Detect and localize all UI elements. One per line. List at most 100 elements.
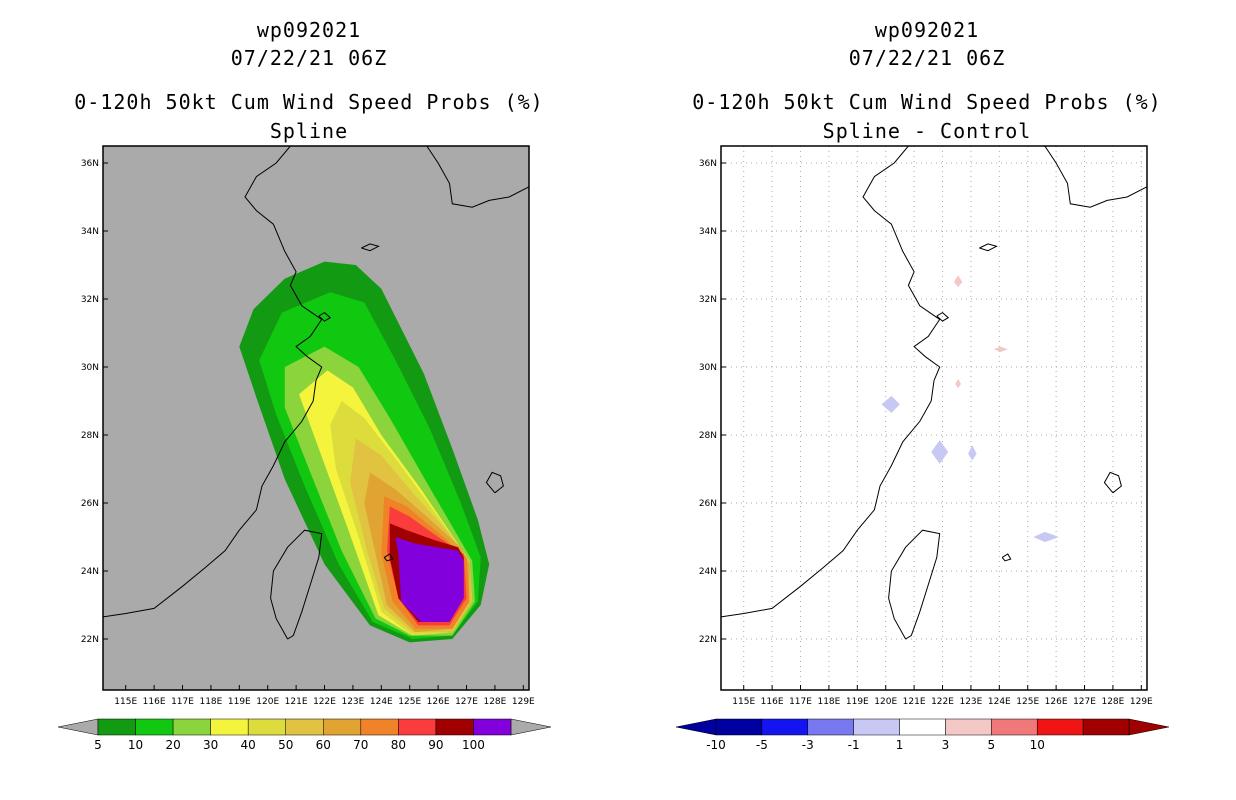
coastline — [318, 311, 332, 322]
colorbar-label: -5 — [756, 738, 768, 752]
datetime-title: 07/22/21 06Z — [230, 46, 388, 70]
colorbar-label: 5 — [94, 738, 102, 752]
colorbar-label: 90 — [428, 738, 443, 752]
x-tick-label: 128E — [483, 697, 506, 707]
colorbar-label: 10 — [128, 738, 143, 752]
x-tick-label: 115E — [732, 697, 755, 707]
colorbar-swatch — [247, 718, 286, 736]
y-tick-label: 32N — [81, 295, 99, 305]
x-tick-label: 115E — [114, 697, 137, 707]
y-tick-label: 26N — [699, 499, 717, 509]
coastline — [936, 311, 950, 322]
x-tick-label: 123E — [959, 697, 982, 707]
x-tick-label: 127E — [1073, 697, 1096, 707]
coastline — [979, 243, 998, 252]
colorbar-label: 20 — [165, 738, 180, 752]
coastline — [361, 243, 380, 252]
plot-background — [721, 146, 1147, 690]
contour-neg1-area — [1033, 531, 1059, 543]
colorbar-label: 30 — [203, 738, 218, 752]
x-tick-label: 122E — [931, 697, 954, 707]
colorbar-high-arrow — [510, 718, 552, 736]
colorbar-swatch — [1036, 718, 1084, 736]
x-tick-label: 124E — [370, 697, 393, 707]
colorbar-label: 1 — [896, 738, 904, 752]
contour-100-area — [395, 537, 464, 622]
x-tick-label: 121E — [903, 697, 926, 707]
contour-1-area — [993, 346, 1008, 352]
colorbar-swatch — [945, 718, 992, 736]
subtitle: Spline — [269, 119, 349, 143]
colorbar-swatch — [899, 718, 946, 736]
y-tick-label: 34N — [81, 227, 99, 237]
difference-map: 115E 116E 117E 118E 119E 120E 121E 122E 123E 124E… — [675, 145, 1170, 752]
colorbar-swatch — [135, 718, 174, 736]
colorbar-label: 40 — [241, 738, 256, 752]
x-tick-label: 120E — [874, 697, 897, 707]
plot-frame — [720, 145, 1148, 691]
x-tick-label: 122E — [313, 697, 336, 707]
x-tick-label: 120E — [256, 697, 279, 707]
x-tick-label: 124E — [988, 697, 1011, 707]
colorbar-low-arrow — [675, 718, 717, 736]
colorbar-high-arrow — [1128, 718, 1170, 736]
colorbar-label: 5 — [988, 738, 996, 752]
right-panel: wp092021 07/22/21 06Z 0-120h 50kt Cum Wi… — [618, 0, 1236, 800]
colorbar-label: 100 — [462, 738, 485, 752]
contour-1-area — [955, 378, 961, 389]
colorbar-swatch — [323, 718, 362, 736]
coastline — [383, 553, 394, 562]
colorbar-label: -3 — [802, 738, 814, 752]
y-tick-label: 30N — [699, 363, 717, 373]
colorbar-label: 60 — [316, 738, 331, 752]
coastline — [426, 146, 529, 208]
coastline — [270, 529, 323, 640]
y-tick-label: 22N — [81, 635, 99, 645]
colorbar-label: -10 — [706, 738, 726, 752]
colorbar-swatch — [285, 718, 324, 736]
x-tick-label: 129E — [512, 697, 535, 707]
colorbar-swatch — [853, 718, 900, 736]
colorbar-swatch — [807, 718, 854, 736]
x-tick-label: 125E — [1016, 697, 1039, 707]
y-tick-label: 36N — [81, 159, 99, 169]
x-tick-label: 126E — [427, 697, 450, 707]
x-tick-label: 123E — [341, 697, 364, 707]
x-tick-label: 119E — [846, 697, 869, 707]
y-tick-label: 28N — [699, 431, 717, 441]
colorbar-low-arrow — [57, 718, 99, 736]
y-tick-label: 36N — [699, 159, 717, 169]
storm-id-title: wp092021 — [256, 18, 362, 42]
colorbar-swatch — [97, 718, 136, 736]
colorbar-label: 70 — [353, 738, 368, 752]
colorbar-swatch — [172, 718, 211, 736]
x-tick-label: 128E — [1101, 697, 1124, 707]
coastline — [485, 471, 504, 494]
subtitle: Spline - Control — [822, 119, 1032, 143]
storm-id-title: wp092021 — [874, 18, 980, 42]
x-tick-label: 117E — [789, 697, 812, 707]
colorbar-label: -1 — [848, 738, 860, 752]
colorbar-swatch — [398, 718, 437, 736]
colorbar-label: 3 — [942, 738, 950, 752]
colorbar-label: 50 — [278, 738, 293, 752]
colorbar-swatch — [761, 718, 809, 736]
y-tick-label: 28N — [81, 431, 99, 441]
y-tick-label: 24N — [699, 567, 717, 577]
colorbar-swatch — [360, 718, 399, 736]
product-title: 0-120h 50kt Cum Wind Speed Probs (%) — [692, 90, 1162, 114]
y-tick-label: 34N — [699, 227, 717, 237]
x-tick-label: 116E — [143, 697, 166, 707]
x-tick-label: 129E — [1130, 697, 1153, 707]
contour-neg1-area — [881, 395, 900, 413]
y-tick-label: 26N — [81, 499, 99, 509]
coastline — [103, 146, 323, 618]
colorbar-swatch — [715, 718, 763, 736]
coastline — [721, 146, 941, 618]
y-tick-label: 22N — [699, 635, 717, 645]
colorbar-swatch — [473, 718, 512, 736]
x-tick-label: 125E — [398, 697, 421, 707]
product-title: 0-120h 50kt Cum Wind Speed Probs (%) — [74, 90, 544, 114]
plot-frame — [102, 145, 530, 691]
x-tick-label: 119E — [228, 697, 251, 707]
